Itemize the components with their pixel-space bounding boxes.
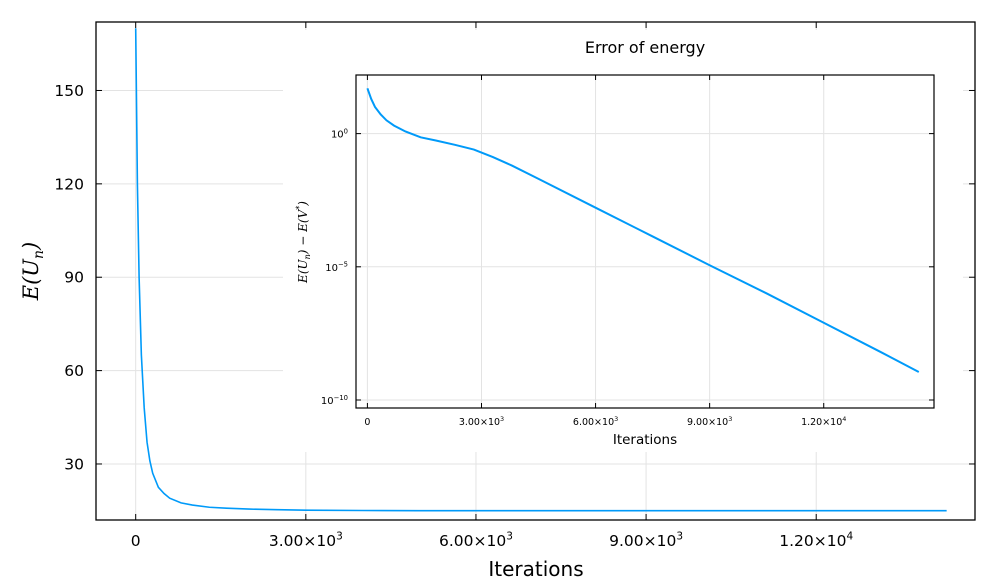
main-y-tick-label: 150 — [54, 82, 84, 100]
inset-plot-frame — [355, 74, 935, 409]
inset-ticks — [356, 75, 934, 408]
main-x-tick-labels: 0 3.00×103 6.00×103 9.00×103 1.20×104 — [131, 530, 854, 550]
inset-y-axis-label: E(Un) − E(V*) — [295, 201, 312, 284]
main-y-tick-labels: 30 60 90 120 150 — [54, 82, 84, 474]
inset-title: Error of energy — [585, 38, 705, 57]
inset-series-line — [366, 87, 920, 373]
inset-y-tick-label: 100 — [331, 127, 348, 140]
inset-x-tick-label: 9.00×103 — [687, 415, 732, 428]
main-x-tick-label: 9.00×103 — [609, 530, 683, 550]
inset-x-tick-labels: 0 3.00×103 6.00×103 9.00×103 1.20×104 — [364, 415, 846, 428]
main-y-tick-label: 30 — [64, 455, 84, 473]
inset-y-tick-label: 10−5 — [325, 261, 348, 274]
main-x-axis-label: Iterations — [488, 557, 583, 581]
main-ticks — [96, 22, 975, 520]
inset-y-tick-labels: 100 10−5 10−10 — [321, 127, 348, 407]
main-y-tick-label: 90 — [64, 269, 84, 287]
main-x-tick-label: 6.00×103 — [439, 530, 513, 550]
main-y-tick-label: 60 — [64, 362, 84, 380]
main-y-tick-label: 120 — [54, 175, 84, 193]
inset-x-tick-label: 0 — [364, 417, 370, 428]
main-y-axis-label: E(Un) — [19, 242, 47, 301]
inset-x-tick-label: 6.00×103 — [573, 415, 618, 428]
inset-background — [283, 30, 963, 452]
inset-x-axis-label: Iterations — [613, 432, 677, 448]
main-series-line — [134, 28, 947, 512]
main-x-tick-label: 0 — [131, 532, 141, 550]
inset-x-tick-label: 1.20×104 — [801, 415, 846, 428]
inset-y-tick-label: 10−10 — [321, 394, 348, 407]
main-plot-frame — [95, 21, 976, 521]
main-x-tick-label: 3.00×103 — [269, 530, 343, 550]
main-x-tick-label: 1.20×104 — [779, 530, 853, 550]
main-chart: 0 3.00×103 6.00×103 9.00×103 1.20×104 30 60 90… — [19, 21, 976, 581]
inset-x-tick-label: 3.00×103 — [459, 415, 504, 428]
inset-chart: Error of energy 0 3.00×103 6.00×103 9.00×10… — [283, 30, 963, 452]
inset-grid — [356, 75, 934, 408]
